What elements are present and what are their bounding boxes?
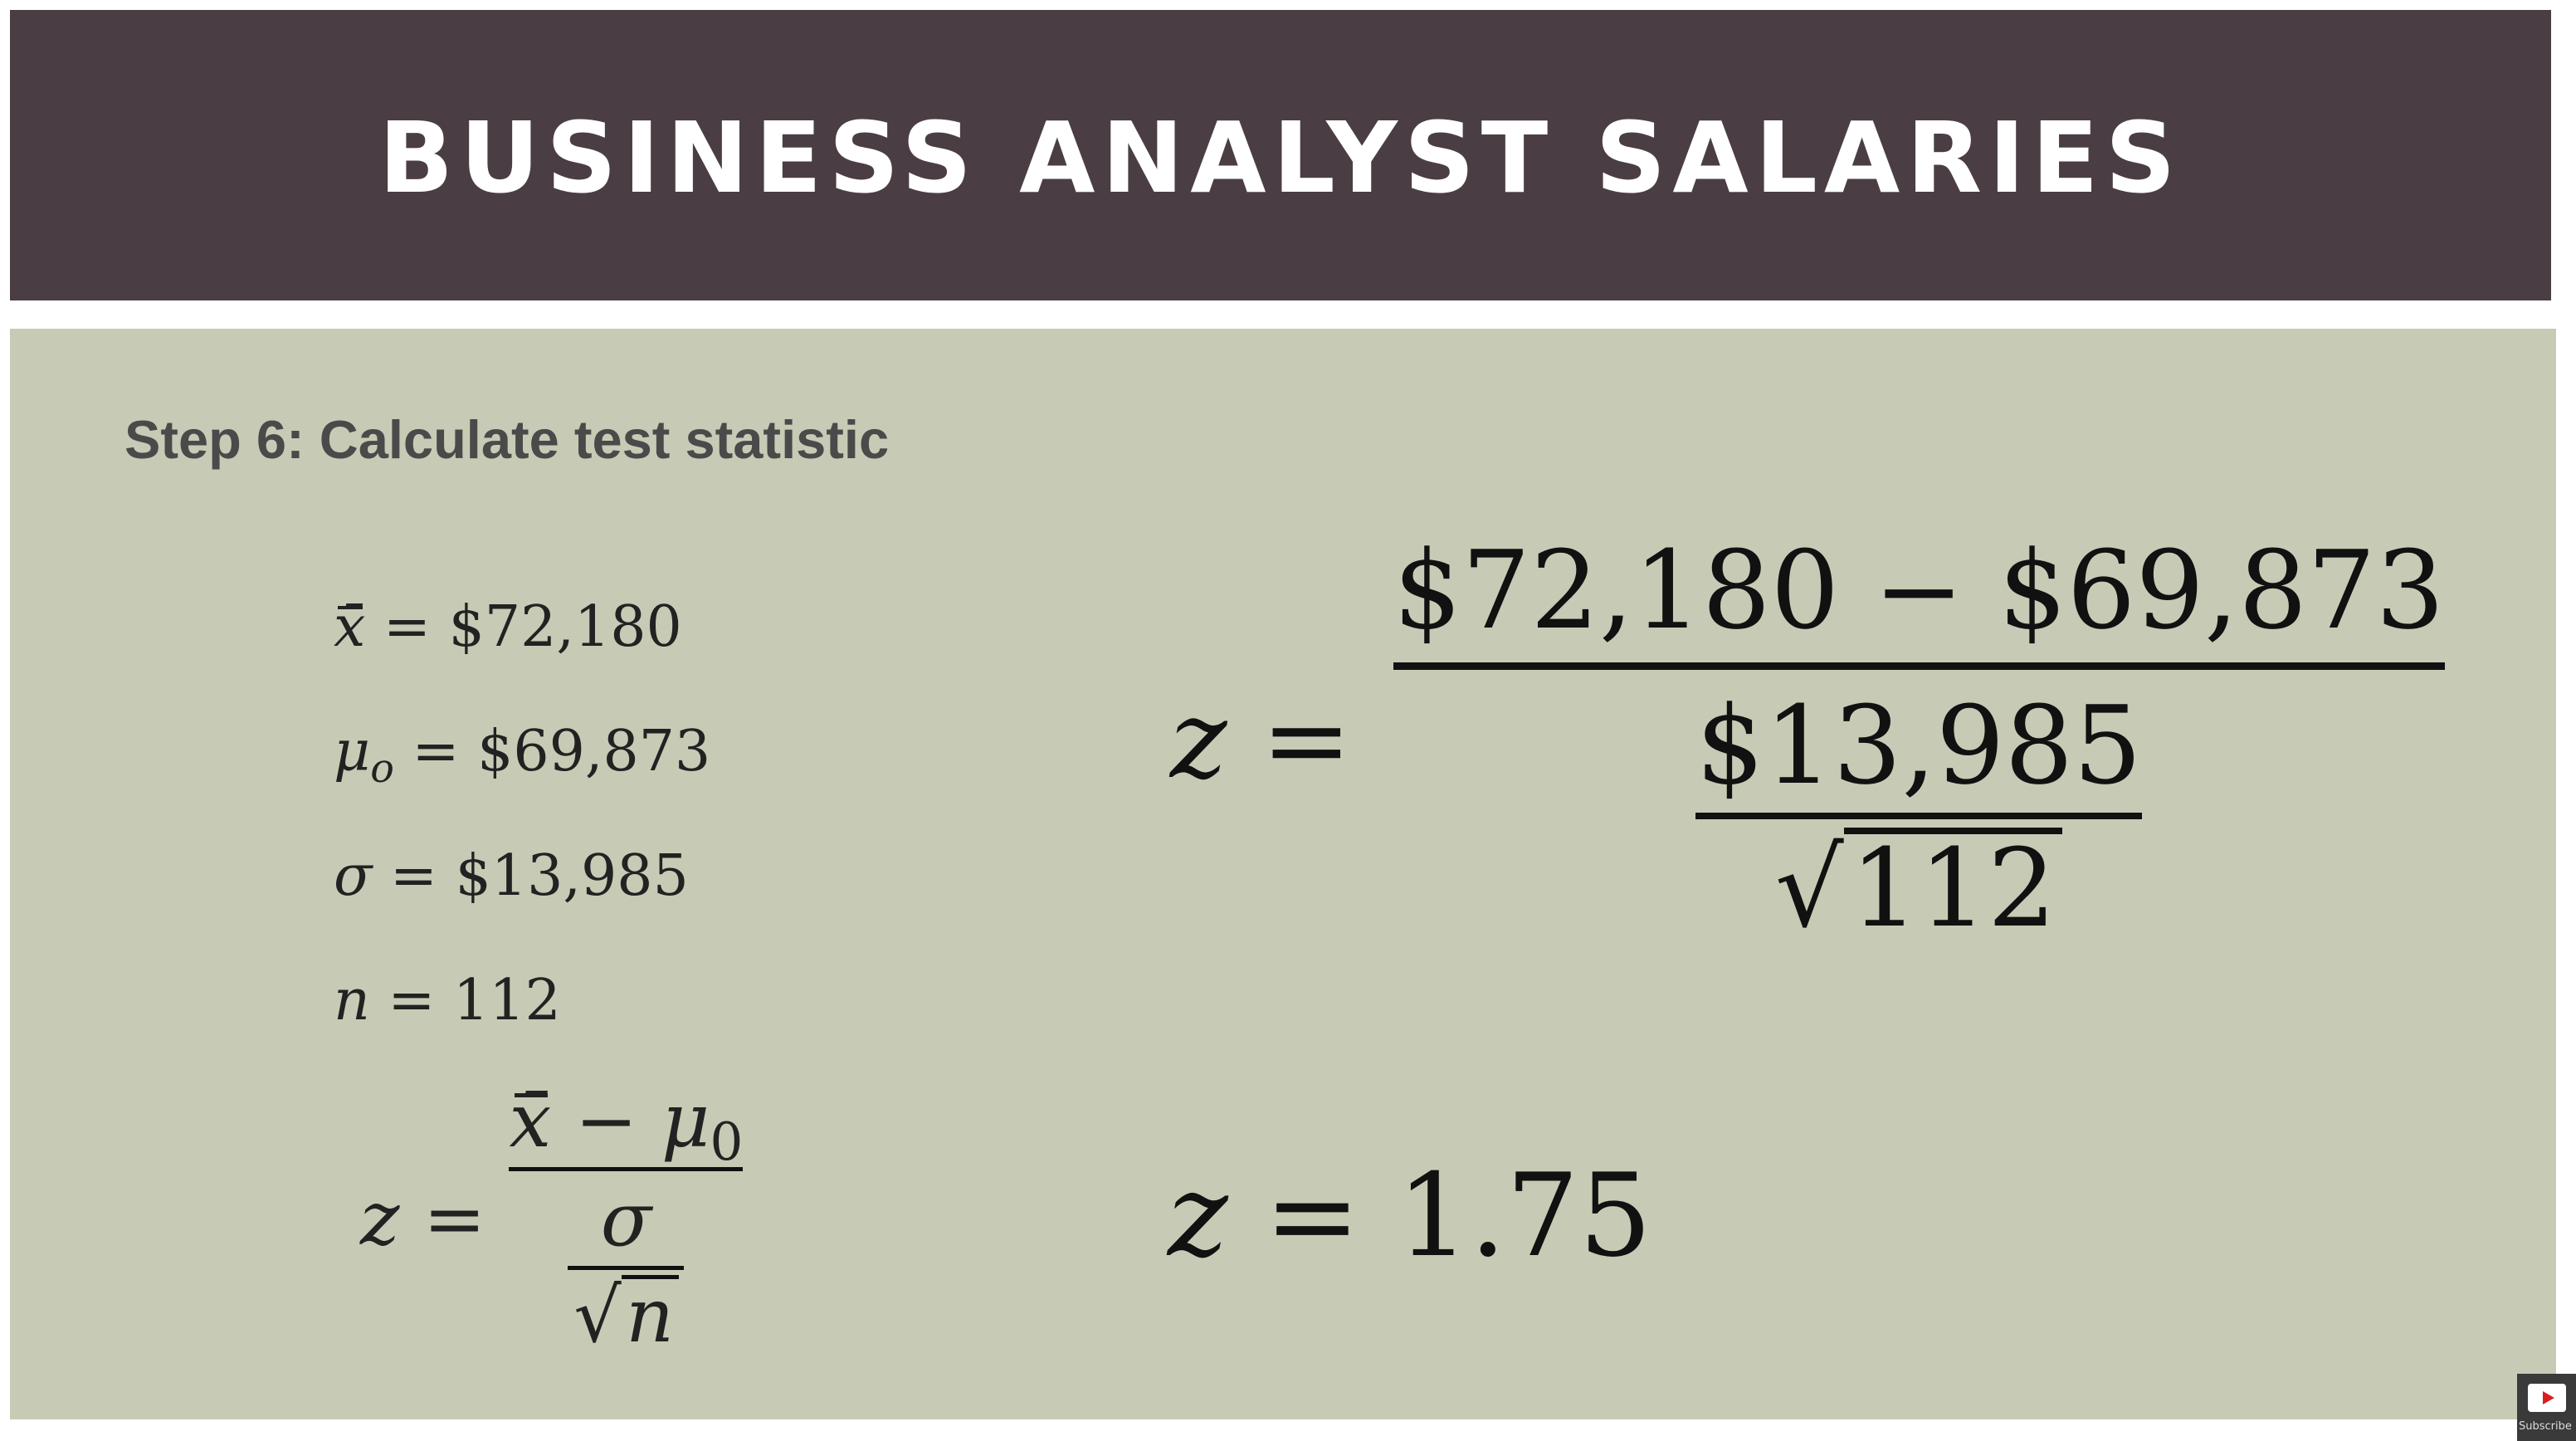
sample-mean-value: $72,180 [448,594,682,660]
z-computation-fraction: $72,180 − $69,873 $13,985 √ 112 [1393,536,2445,942]
z-formula-lhs: z = [360,1175,486,1263]
youtube-play-icon [2528,1384,2566,1412]
z-computation-denominator: $13,985 √ 112 [1695,670,2142,942]
slide-header: BUSINESS ANALYST SALARIES [10,10,2551,300]
z-formula-denominator: σ √ n [568,1171,685,1354]
sigma-symbol: σ [334,843,373,909]
n-symbol: n [334,968,370,1033]
z-formula: z = x̄ − μ0 σ √ n [360,1077,744,1354]
z-computation-lhs: z = [1170,676,1352,803]
z-formula-fraction: x̄ − μ0 σ √ n [509,1077,744,1354]
sqrt-112: √ 112 [1775,828,2063,942]
mu-symbol: μ [334,719,371,784]
slide-title: BUSINESS ANALYST SALARIES [378,100,2183,215]
sigma-value: $13,985 [455,843,689,909]
sqrt-n: √ n [573,1275,679,1354]
youtube-subscribe-badge[interactable]: Subscribe [2517,1374,2576,1441]
sample-size-value: 112 [453,968,561,1033]
step-title: Step 6: Calculate test statistic [124,409,890,470]
given-population-mean: μo = $69,873 [334,719,711,793]
z-formula-numerator: x̄ − μ0 [509,1077,744,1172]
z-computation-numerator: $72,180 − $69,873 [1393,527,2445,653]
z-computation-inner-bar [1695,813,2142,819]
population-mean-value: $69,873 [477,719,711,784]
subscribe-label: Subscribe [2519,1420,2572,1433]
given-sample-size: n = 112 [334,968,561,1033]
sample-mean-symbol: x̄ [334,594,366,660]
z-computation-fraction-bar [1393,662,2445,670]
given-sample-mean: x̄ = $72,180 [334,594,682,660]
z-formula-fraction-bar [509,1167,744,1171]
z-computation-sigma: $13,985 [1695,682,2142,808]
slide-content: Step 6: Calculate test statistic x̄ = $7… [10,329,2556,1419]
mu-subscript: o [370,746,394,793]
z-result: z = 1.75 [1168,1149,1652,1282]
z-formula-inner-bar [568,1266,685,1270]
z-computation: z = $72,180 − $69,873 $13,985 √ 112 [1170,536,2445,942]
z-result-value: 1.75 [1397,1149,1652,1282]
given-sigma: σ = $13,985 [334,843,689,909]
